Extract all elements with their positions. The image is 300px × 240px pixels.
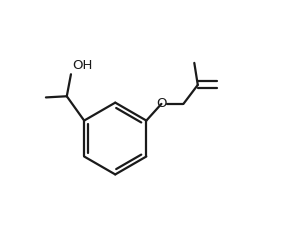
Text: OH: OH (72, 59, 92, 72)
Text: O: O (156, 97, 167, 110)
